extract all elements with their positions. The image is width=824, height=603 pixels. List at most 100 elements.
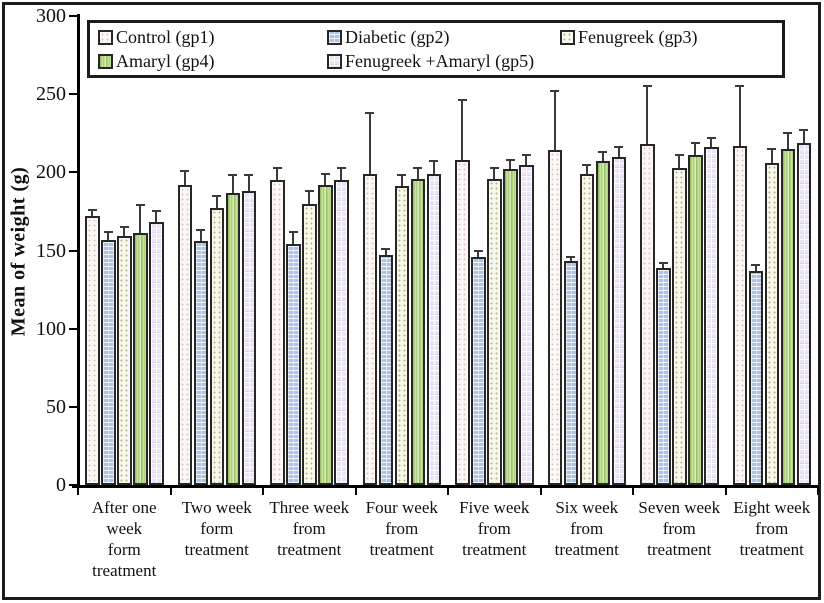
error-bar-fenugreek-group6 bbox=[585, 164, 588, 174]
bar-fenamaryl-group3 bbox=[334, 180, 349, 485]
error-bar-control-group6 bbox=[553, 91, 556, 151]
error-cap-amaryl-group3 bbox=[320, 172, 330, 175]
bar-fenamaryl-group8 bbox=[796, 142, 811, 485]
bar-diabetic-group7 bbox=[656, 267, 671, 485]
x-category-label-6: Six week from treatment bbox=[554, 498, 619, 559]
error-cap-amaryl-group5 bbox=[505, 158, 515, 161]
error-cap-amaryl-group7 bbox=[690, 141, 700, 144]
error-cap-amaryl-group6 bbox=[598, 151, 608, 153]
bar-amaryl-group4 bbox=[410, 178, 425, 485]
y-tick-mark-50 bbox=[69, 405, 78, 408]
error-cap-fenamaryl-group8 bbox=[799, 129, 809, 132]
legend-label-control: Control (gp1) bbox=[116, 27, 215, 47]
bar-diabetic-group8 bbox=[748, 270, 763, 485]
error-cap-control-group1 bbox=[87, 208, 97, 211]
bar-amaryl-group1 bbox=[133, 233, 148, 485]
y-tick-label-300: 300 bbox=[36, 5, 66, 27]
error-cap-fenugreek-group2 bbox=[212, 194, 222, 197]
bar-fenamaryl-group2 bbox=[241, 191, 256, 485]
y-tick-mark-250 bbox=[69, 93, 78, 96]
legend-item-control: Control (gp1) bbox=[98, 27, 215, 48]
legend-item-fenugreek: Fenugreek (gp3) bbox=[560, 27, 697, 48]
bar-control-group5 bbox=[455, 159, 470, 485]
error-cap-fenugreek-group6 bbox=[582, 163, 592, 166]
error-bar-diabetic-group4 bbox=[384, 248, 387, 256]
legend-item-fenamaryl: Fenugreek +Amaryl (gp5) bbox=[327, 51, 534, 72]
x-tick-mark-0 bbox=[77, 487, 79, 495]
bar-fenugreek-group6 bbox=[579, 173, 594, 485]
bar-fenugreek-group3 bbox=[302, 203, 317, 485]
error-cap-control-group6 bbox=[550, 90, 560, 93]
x-category-label-3: Three week from treatment bbox=[269, 498, 350, 559]
legend-box: Control (gp1) Diabetic (gp2) Fenugreek (gp… bbox=[87, 20, 785, 78]
bar-fenamaryl-group1 bbox=[149, 222, 164, 485]
error-cap-diabetic-group5 bbox=[473, 249, 483, 252]
error-cap-fenugreek-group3 bbox=[304, 190, 314, 193]
error-bar-fenamaryl-group3 bbox=[340, 167, 343, 181]
x-category-label-5: Five week from treatment bbox=[459, 498, 530, 559]
legend-label-fenamaryl: Fenugreek +Amaryl (gp5) bbox=[345, 51, 535, 71]
y-tick-mark-150 bbox=[69, 249, 78, 252]
legend-swatch-fenamaryl-icon bbox=[327, 54, 342, 69]
legend-item-amaryl: Amaryl (gp4) bbox=[98, 51, 214, 72]
bar-diabetic-group6 bbox=[563, 261, 578, 485]
bar-amaryl-group8 bbox=[780, 148, 795, 485]
legend-label-amaryl: Amaryl (gp4) bbox=[116, 51, 215, 71]
error-bar-diabetic-group1 bbox=[107, 231, 110, 240]
error-bar-diabetic-group6 bbox=[569, 256, 572, 262]
error-bar-control-group4 bbox=[368, 112, 371, 174]
error-bar-amaryl-group6 bbox=[601, 152, 604, 162]
error-bar-fenamaryl-group2 bbox=[247, 175, 250, 192]
error-cap-amaryl-group8 bbox=[783, 132, 793, 135]
error-bar-control-group3 bbox=[276, 167, 279, 181]
y-tick-mark-200 bbox=[69, 171, 78, 174]
legend-swatch-control-icon bbox=[98, 30, 113, 45]
error-bar-fenamaryl-group6 bbox=[617, 147, 620, 157]
legend-swatch-diabetic-icon bbox=[327, 30, 342, 45]
bar-amaryl-group3 bbox=[318, 184, 333, 485]
error-cap-control-group3 bbox=[272, 166, 282, 169]
y-tick-label-150: 150 bbox=[36, 239, 66, 262]
error-cap-fenamaryl-group4 bbox=[429, 160, 439, 163]
bar-fenamaryl-group4 bbox=[426, 173, 441, 485]
bar-control-group1 bbox=[85, 216, 100, 485]
error-cap-fenamaryl-group5 bbox=[521, 154, 531, 157]
x-category-label-4: Four week from treatment bbox=[365, 498, 438, 559]
y-tick-mark-300 bbox=[69, 15, 78, 17]
error-cap-fenamaryl-group6 bbox=[614, 146, 624, 149]
x-category-label-2: Two week form treatment bbox=[181, 498, 252, 559]
x-tick-mark-2 bbox=[262, 487, 264, 495]
error-bar-amaryl-group7 bbox=[694, 142, 697, 156]
legend-item-diabetic: Diabetic (gp2) bbox=[327, 27, 449, 48]
error-bar-control-group2 bbox=[183, 170, 186, 185]
error-bar-control-group7 bbox=[646, 86, 649, 145]
y-axis-line bbox=[77, 14, 80, 488]
bar-diabetic-group4 bbox=[378, 255, 393, 485]
y-tick-label-50: 50 bbox=[46, 395, 66, 418]
bar-diabetic-group3 bbox=[286, 244, 301, 485]
error-bar-fenamaryl-group7 bbox=[710, 137, 713, 148]
error-cap-control-group7 bbox=[642, 85, 652, 88]
error-bar-fenugreek-group2 bbox=[215, 195, 218, 209]
bar-diabetic-group1 bbox=[101, 239, 116, 485]
x-tick-mark-8 bbox=[817, 487, 819, 495]
x-tick-mark-4 bbox=[447, 487, 449, 495]
error-bar-diabetic-group5 bbox=[477, 250, 480, 257]
error-cap-fenugreek-group5 bbox=[489, 166, 499, 169]
error-bar-fenugreek-group8 bbox=[770, 148, 773, 163]
x-tick-mark-6 bbox=[632, 487, 634, 495]
bar-control-group6 bbox=[547, 150, 562, 485]
x-tick-mark-3 bbox=[354, 487, 357, 495]
error-cap-control-group2 bbox=[180, 169, 190, 172]
bar-fenamaryl-group7 bbox=[704, 147, 719, 485]
y-tick-label-200: 200 bbox=[36, 161, 66, 184]
error-cap-diabetic-group6 bbox=[566, 255, 576, 258]
error-cap-amaryl-group4 bbox=[413, 166, 423, 169]
error-bar-diabetic-group8 bbox=[754, 264, 757, 271]
bar-fenugreek-group2 bbox=[209, 208, 224, 485]
error-cap-fenugreek-group7 bbox=[674, 154, 684, 157]
legend-label-fenugreek: Fenugreek (gp3) bbox=[578, 27, 698, 47]
x-tick-mark-7 bbox=[724, 487, 727, 495]
error-cap-diabetic-group8 bbox=[751, 263, 761, 266]
